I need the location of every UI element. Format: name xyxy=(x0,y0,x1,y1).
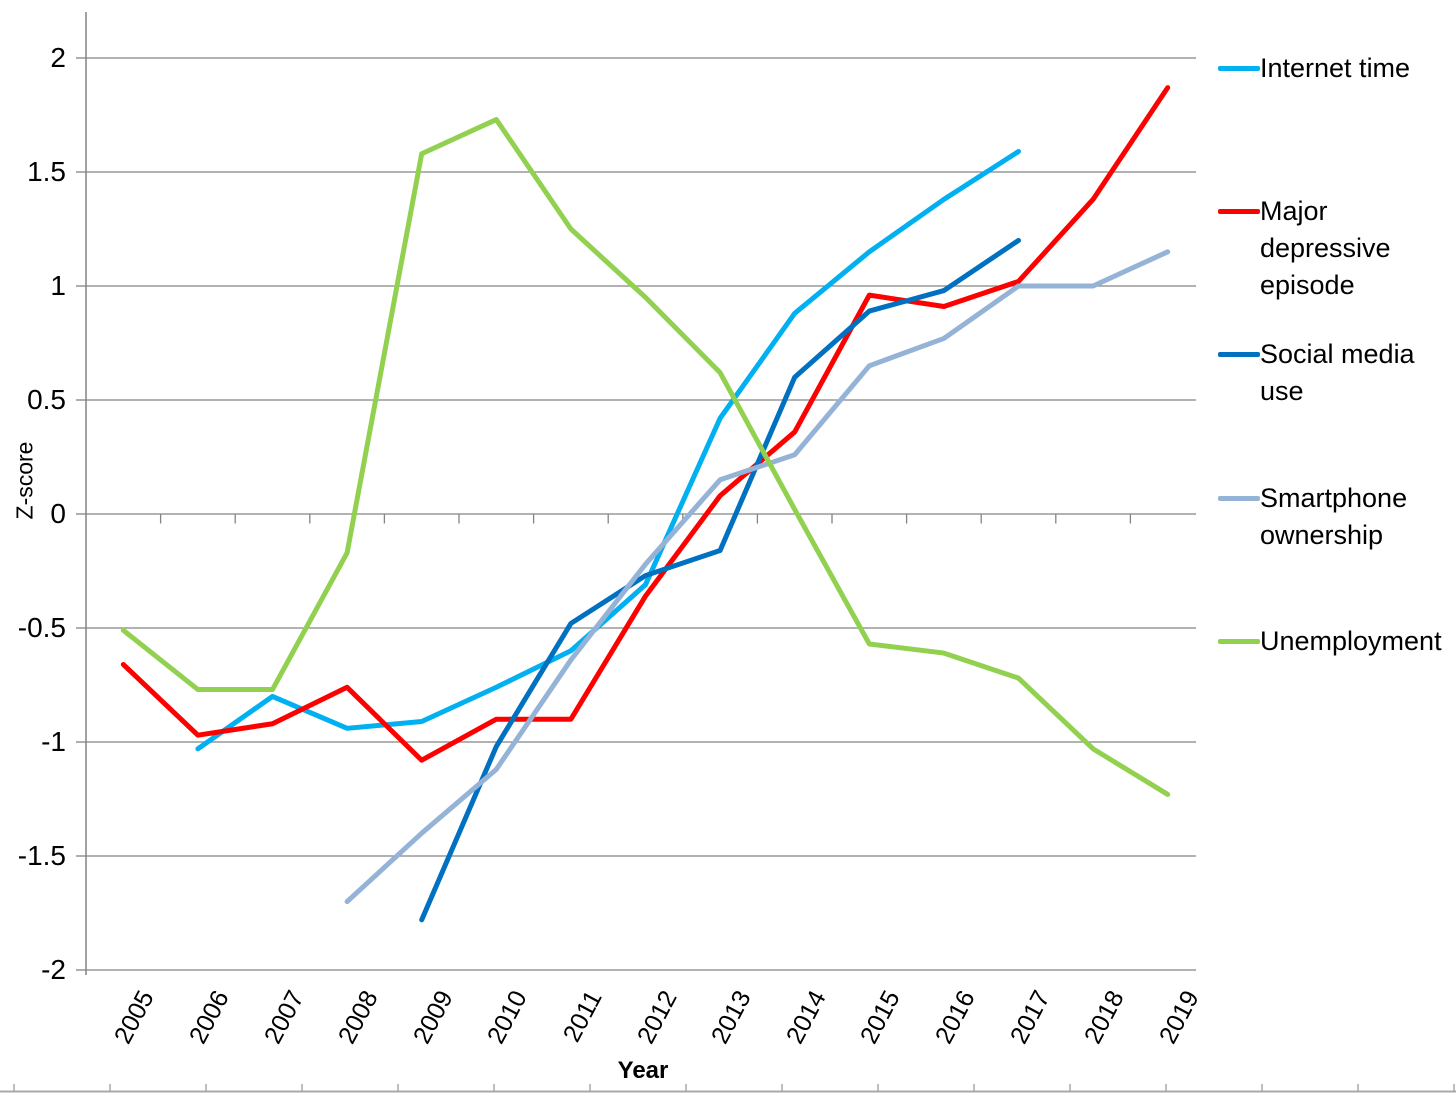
legend-item-internet-time: Internet time xyxy=(1218,50,1410,87)
legend-swatch-unemployment xyxy=(1218,638,1260,644)
legend-swatch-major-depressive-episode xyxy=(1218,209,1260,215)
legend-item-social-media-use: Social media use xyxy=(1218,336,1415,410)
legend-label-social-media-use: Social media use xyxy=(1260,336,1415,410)
legend-label-line: use xyxy=(1260,376,1304,407)
x-axis-title: Year xyxy=(617,1057,669,1084)
legend-label-line: ownership xyxy=(1260,519,1384,550)
legend-item-major-depressive-episode: Major depressive episode xyxy=(1218,193,1391,304)
legend-label-internet-time: Internet time xyxy=(1260,50,1410,87)
legend-swatch-internet-time xyxy=(1218,66,1260,71)
legend-label-line: Smartphone xyxy=(1260,482,1408,513)
y-tick-label-0: 0 xyxy=(50,498,66,529)
legend-swatch-smartphone-ownership xyxy=(1218,495,1260,501)
legend-swatch-social-media-use xyxy=(1218,352,1260,358)
legend-item-smartphone-ownership: Smartphone ownership xyxy=(1218,480,1407,554)
series-line-social-media-use xyxy=(419,237,1021,923)
legend-label-line: episode xyxy=(1260,270,1355,301)
y-tick-label--1: -1 xyxy=(41,726,66,757)
y-tick-label--2: -2 xyxy=(41,954,66,985)
legend-label-unemployment: Unemployment xyxy=(1260,623,1442,660)
y-tick-label-1: 1 xyxy=(50,270,66,301)
y-tick-label-1.5: 1.5 xyxy=(27,156,66,187)
y-tick-label-0.5: 0.5 xyxy=(27,384,66,415)
legend-item-unemployment: Unemployment xyxy=(1218,623,1442,660)
legend-label-line: Unemployment xyxy=(1260,625,1442,656)
y-tick-label-2: 2 xyxy=(50,42,66,73)
series-line-unemployment xyxy=(120,117,1171,797)
legend-label-line: Major xyxy=(1260,196,1328,227)
legend-label-line: Social media xyxy=(1260,339,1415,370)
y-tick-label--1.5: -1.5 xyxy=(17,840,66,871)
series-line-smartphone-ownership xyxy=(344,249,1171,905)
series-line-internet-time xyxy=(195,148,1021,752)
legend-label-major-depressive-episode: Major depressive episode xyxy=(1260,193,1391,304)
series-line-major-depressive-episode xyxy=(120,85,1171,763)
legend-label-line: Internet time xyxy=(1260,53,1411,83)
legend-label-smartphone-ownership: Smartphone ownership xyxy=(1260,480,1407,554)
legend-label-line: depressive xyxy=(1260,233,1391,264)
y-tick-label--0.5: -0.5 xyxy=(17,612,66,643)
